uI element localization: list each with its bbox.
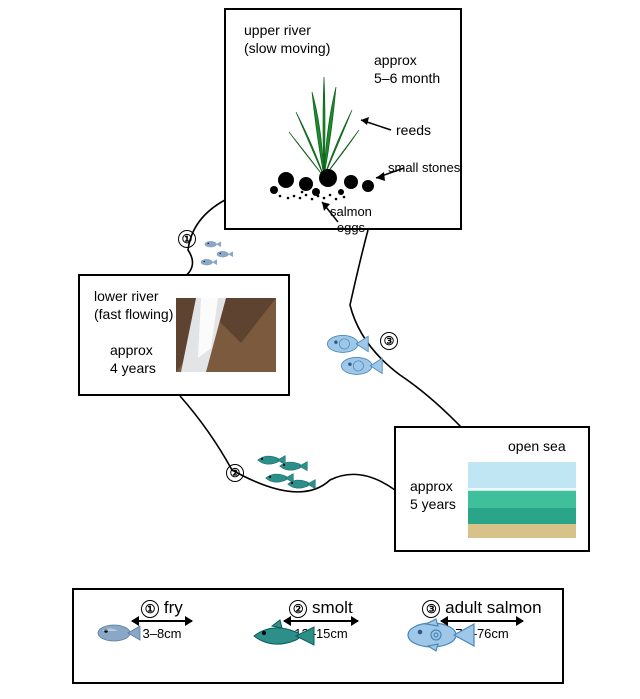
sea-image	[468, 462, 576, 538]
waterfall-image	[176, 298, 276, 372]
panel-open-sea: open sea approx 5 years	[394, 426, 590, 552]
legend-smolt: ② smolt 12–15cm	[246, 598, 396, 641]
smolt-cluster	[248, 448, 334, 504]
fry-cluster	[196, 234, 244, 274]
legend-panel: ① fry 3–8cm ② smolt 12–15cm ③ adult salm…	[72, 588, 564, 684]
marker-two: ②	[226, 464, 244, 482]
panel-lower-river: lower river (fast flowing) approx 4 year…	[78, 274, 290, 396]
label-arrows	[226, 10, 464, 232]
sea-duration: approx 5 years	[410, 478, 456, 513]
legend-smolt-name: smolt	[312, 598, 353, 617]
lower-title: lower river (fast flowing)	[94, 288, 173, 323]
legend-adult-name: adult salmon	[445, 598, 541, 617]
label-reeds: reeds	[396, 122, 431, 140]
marker-one: ①	[178, 230, 196, 248]
adult-cluster	[320, 330, 396, 386]
panel-upper-river: upper river (slow moving) approx 5–6 mon…	[224, 8, 462, 230]
legend-adult: ③ adult salmon 70–76cm	[402, 598, 562, 641]
legend-fry: ① fry 3–8cm	[92, 598, 232, 641]
sea-title: open sea	[508, 438, 566, 456]
legend-fry-name: fry	[164, 598, 183, 617]
label-eggs: salmon eggs	[330, 204, 372, 237]
lower-duration: approx 4 years	[110, 342, 156, 377]
label-stones: small stones	[388, 160, 460, 176]
